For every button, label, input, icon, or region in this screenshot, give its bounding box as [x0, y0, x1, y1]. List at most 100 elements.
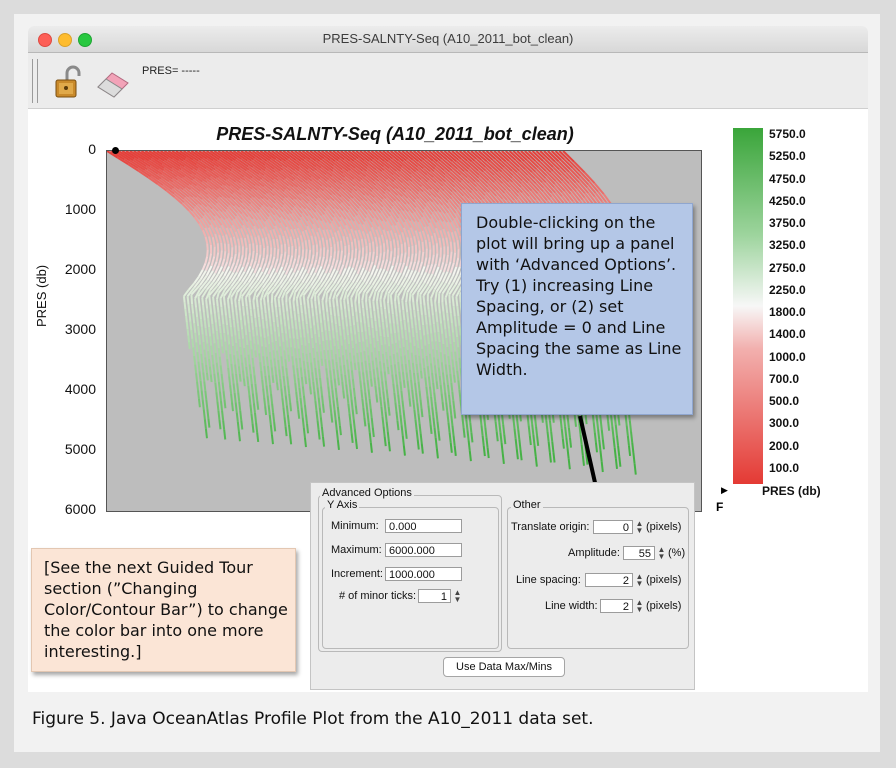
- profile-segment: [334, 324, 338, 333]
- profile-segment: [206, 281, 214, 291]
- translate-origin-field[interactable]: 0: [593, 520, 633, 534]
- profile-segment: [394, 232, 399, 241]
- profile-segment: [459, 151, 473, 163]
- profile-segment: [320, 279, 327, 288]
- line-spacing-field[interactable]: 2: [585, 573, 633, 587]
- profile-segment: [456, 370, 460, 381]
- profile-segment: [389, 190, 401, 203]
- minor-ticks-stepper[interactable]: ▲ ▼: [453, 588, 462, 604]
- minimum-field[interactable]: 0.000: [385, 519, 462, 533]
- profile-segment: [382, 362, 386, 372]
- profile-segment: [230, 164, 242, 173]
- profile-segment: [296, 186, 309, 198]
- profile-segment: [451, 190, 463, 203]
- profile-segment: [292, 220, 299, 229]
- toolbar-grip[interactable]: [32, 59, 38, 103]
- profile-segment: [232, 151, 248, 162]
- profile-segment: [383, 401, 387, 412]
- amplitude-field[interactable]: 55: [623, 546, 655, 560]
- profile-segment: [196, 163, 208, 173]
- color-bar-label: 5250.0: [769, 149, 806, 164]
- profile-segment: [336, 439, 340, 451]
- profile-segment: [291, 258, 297, 269]
- profile-segment: [258, 353, 262, 363]
- line-spacing-stepper[interactable]: ▲ ▼: [635, 572, 644, 588]
- profile-segment: [207, 197, 217, 206]
- profile-segment: [357, 210, 366, 222]
- profile-segment: [428, 151, 442, 162]
- profile-segment: [419, 304, 423, 316]
- profile-segment: [332, 216, 341, 228]
- profile-segment: [580, 444, 584, 456]
- increment-field[interactable]: 1000.000: [385, 567, 462, 581]
- use-data-max-mins-button[interactable]: Use Data Max/Mins: [443, 657, 565, 677]
- profile-segment: [407, 389, 411, 399]
- profile-segment: [519, 449, 523, 461]
- profile-segment: [335, 332, 339, 341]
- profile-segment: [225, 151, 238, 160]
- zoom-window-button[interactable]: [78, 33, 92, 47]
- profile-segment: [191, 183, 202, 193]
- profile-segment: [613, 447, 617, 459]
- profile-segment: [482, 445, 486, 457]
- amplitude-stepper[interactable]: ▲ ▼: [657, 545, 666, 561]
- color-bar[interactable]: [733, 128, 763, 484]
- profile-segment: [208, 366, 212, 375]
- profile-segment: [263, 174, 276, 185]
- close-window-button[interactable]: [38, 33, 52, 47]
- profile-segment: [347, 335, 350, 345]
- unlock-icon[interactable]: [50, 63, 88, 101]
- profile-segment: [238, 310, 243, 321]
- eraser-icon[interactable]: [94, 63, 132, 101]
- profile-segment: [360, 322, 364, 333]
- profile-segment: [425, 205, 433, 216]
- profile-segment: [333, 346, 337, 355]
- profile-segment: [301, 193, 310, 202]
- profile-segment: [435, 311, 439, 323]
- translate-origin-stepper[interactable]: ▲ ▼: [635, 519, 644, 535]
- profile-segment: [533, 445, 537, 457]
- profile-segment: [366, 209, 375, 219]
- profile-segment: [447, 198, 458, 210]
- profile-segment: [332, 368, 336, 379]
- profile-segment: [305, 353, 309, 363]
- profile-segment: [203, 349, 207, 358]
- profile-segment: [354, 185, 366, 196]
- profile-segment: [405, 302, 409, 313]
- profile-segment: [180, 168, 196, 180]
- line-width-stepper[interactable]: ▲ ▼: [635, 598, 644, 614]
- profile-segment: [287, 385, 291, 394]
- profile-segment: [199, 344, 203, 354]
- profile-segment: [390, 304, 394, 315]
- line-width-field[interactable]: 2: [600, 599, 633, 613]
- profile-segment: [236, 151, 253, 162]
- minor-ticks-field[interactable]: 1: [418, 589, 451, 603]
- profile-segment: [324, 264, 331, 274]
- minimize-window-button[interactable]: [58, 33, 72, 47]
- profile-segment: [209, 224, 217, 235]
- profile-segment: [237, 431, 241, 442]
- profile-segment: [558, 168, 570, 180]
- profile-segment: [402, 160, 417, 173]
- color-bar-label: 2250.0: [769, 282, 806, 297]
- profile-segment: [201, 289, 208, 298]
- profile-segment: [411, 389, 415, 400]
- profile-segment: [297, 377, 301, 388]
- maximum-field[interactable]: 6000.000: [385, 543, 462, 557]
- profile-segment: [307, 195, 318, 207]
- profile-segment: [235, 181, 247, 191]
- profile-segment: [560, 428, 564, 439]
- profile-segment: [548, 420, 553, 432]
- profile-segment: [353, 325, 357, 335]
- profile-segment: [364, 238, 368, 247]
- profile-segment: [497, 171, 510, 183]
- profile-segment: [301, 313, 304, 322]
- profile-segment: [600, 461, 604, 473]
- profile-segment: [371, 327, 375, 339]
- profile-segment: [229, 385, 233, 394]
- profile-segment: [207, 317, 211, 328]
- profile-segment: [198, 303, 202, 312]
- profile-segment: [600, 429, 604, 440]
- profile-segment: [248, 364, 252, 375]
- profile-segment: [365, 402, 369, 413]
